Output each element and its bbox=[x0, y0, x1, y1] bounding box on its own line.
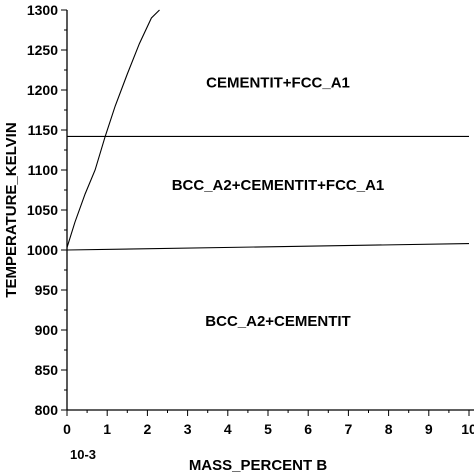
x-tick-label: 3 bbox=[184, 421, 192, 437]
x-tick-label: 0 bbox=[63, 421, 71, 437]
x-tick-label: 4 bbox=[224, 421, 232, 437]
region-labels: CEMENTIT+FCC_A1 BCC_A2+CEMENTIT+FCC_A1 BCC… bbox=[172, 75, 385, 330]
y-tick-label: 1050 bbox=[27, 202, 58, 218]
region-label-bcc-cementit-fcc: BCC_A2+CEMENTIT+FCC_A1 bbox=[172, 177, 385, 194]
phase-boundary-3 bbox=[66, 9, 160, 248]
y-tick-label: 1250 bbox=[27, 42, 58, 58]
x-tick-label: 5 bbox=[264, 421, 272, 437]
y-tick-label: 850 bbox=[35, 362, 59, 378]
plot-axes bbox=[66, 10, 474, 411]
x-tick-label: 9 bbox=[425, 421, 433, 437]
y-tick-label: 800 bbox=[35, 402, 59, 418]
x-tick-label: 8 bbox=[385, 421, 393, 437]
y-axis-title: TEMPERATURE_KELVIN bbox=[3, 122, 20, 297]
y-tick-label: 950 bbox=[35, 282, 59, 298]
region-label-bcc-cementit: BCC_A2+CEMENTIT bbox=[205, 313, 350, 330]
axis-ticks: 8008509009501000105011001150120012501300… bbox=[27, 2, 474, 437]
x-tick-label: 2 bbox=[144, 421, 152, 437]
y-tick-label: 900 bbox=[35, 322, 59, 338]
y-tick-label: 1300 bbox=[27, 2, 58, 18]
x-tick-label: 10 bbox=[461, 421, 474, 437]
x-tick-label: 1 bbox=[103, 421, 111, 437]
phase-boundary-lines bbox=[66, 9, 470, 251]
x-axis-title: MASS_PERCENT B bbox=[189, 457, 328, 474]
x-axis-multiplier: 10-3 bbox=[70, 447, 96, 462]
y-tick-label: 1150 bbox=[28, 122, 59, 138]
y-tick-label: 1000 bbox=[27, 242, 58, 258]
x-tick-label: 6 bbox=[304, 421, 312, 437]
region-label-cementit-fcc: CEMENTIT+FCC_A1 bbox=[206, 75, 350, 92]
y-tick-label: 1100 bbox=[28, 162, 59, 178]
x-tick-label: 7 bbox=[345, 421, 353, 437]
phase-boundary-1 bbox=[66, 243, 470, 251]
y-tick-label: 1200 bbox=[27, 82, 58, 98]
